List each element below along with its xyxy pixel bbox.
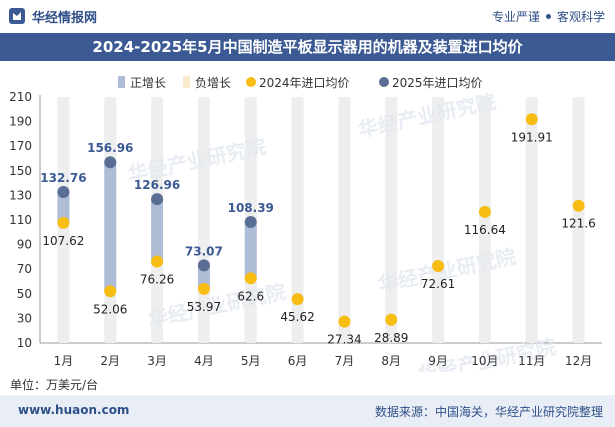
x-tick-label: 11月 (518, 354, 545, 368)
point-2024 (104, 285, 117, 298)
top-bar: 华经情报网 专业严谨 客观科学 (0, 0, 615, 32)
data-label-2025: 156.96 (87, 141, 133, 155)
category-column (572, 97, 585, 343)
y-tick-label: 210 (9, 90, 32, 104)
y-tick-label: 50 (17, 287, 32, 301)
x-tick-label: 8月 (381, 354, 401, 368)
category-column (385, 97, 398, 343)
x-tick-label: 2月 (100, 354, 120, 368)
legend-positive-label: 正增长 (130, 76, 166, 90)
data-label-2024: 28.89 (374, 331, 408, 345)
point-2024 (525, 113, 538, 126)
change-bar (57, 192, 70, 223)
point-2024 (338, 315, 351, 328)
legend-2024-label: 2024年进口均价 (259, 76, 350, 90)
watermark: 华经产业研究院 (356, 89, 498, 142)
legend-positive-swatch (118, 76, 125, 88)
data-label-2024: 52.06 (93, 302, 127, 316)
data-label-2025: 126.96 (134, 178, 180, 192)
data-label-2024: 76.26 (140, 273, 174, 287)
data-source: 数据来源：中国海关，华经产业研究院整理 (374, 405, 603, 419)
data-label-2024: 62.6 (237, 289, 264, 303)
point-2025 (244, 215, 257, 228)
tagline-left: 专业严谨 (491, 10, 540, 24)
x-tick-label: 10月 (471, 354, 498, 368)
data-label-2025: 73.07 (185, 244, 223, 258)
category-column (291, 97, 304, 343)
data-label-2025: 132.76 (40, 171, 86, 185)
tagline: 专业严谨 客观科学 (492, 8, 605, 25)
brand: 华经情报网 (8, 6, 97, 26)
point-2024 (478, 205, 491, 218)
legend-negative-swatch (183, 76, 190, 88)
data-label-2024: 191.91 (511, 130, 553, 144)
y-tick-label: 90 (17, 238, 32, 252)
category-column (478, 97, 491, 343)
y-tick-label: 130 (9, 188, 32, 202)
point-2024 (244, 272, 257, 285)
change-bar (197, 265, 210, 289)
logo-icon (9, 8, 25, 24)
data-label-2024: 27.34 (327, 333, 361, 347)
point-2024 (151, 255, 164, 268)
y-tick-label: 30 (17, 311, 32, 325)
data-label-2024: 45.62 (280, 310, 314, 324)
x-tick-label: 6月 (288, 354, 308, 368)
footer-bar (0, 395, 615, 427)
x-tick-label: 7月 (335, 354, 355, 368)
point-2024 (57, 216, 70, 229)
category-column (432, 97, 445, 343)
site-url[interactable]: www.huaon.com (18, 403, 130, 417)
y-tick-label: 10 (17, 336, 32, 350)
point-2025 (57, 186, 70, 199)
point-2025 (104, 156, 117, 169)
point-2024 (197, 282, 210, 295)
data-label-2024: 53.97 (187, 300, 221, 314)
point-2024 (432, 259, 445, 272)
y-tick-label: 150 (9, 164, 32, 178)
separator-dot-icon (545, 14, 551, 19)
point-2025 (151, 193, 164, 206)
x-tick-label: 4月 (194, 354, 214, 368)
change-bar (151, 199, 164, 262)
chart-title: 2024-2025年5月中国制造平板显示器用的机器及装置进口均价 (0, 33, 615, 61)
legend-2025-swatch (379, 77, 389, 87)
x-tick-label: 9月 (428, 354, 448, 368)
point-2024 (572, 199, 585, 212)
legend-2025-label: 2025年进口均价 (392, 76, 483, 90)
y-tick-label: 110 (9, 213, 32, 227)
y-tick-label: 170 (9, 139, 32, 153)
tagline-right: 客观科学 (556, 10, 605, 24)
data-label-2024: 121.6 (561, 217, 595, 231)
data-label-2024: 107.62 (42, 234, 84, 248)
data-label-2025: 108.39 (228, 201, 274, 215)
point-2025 (197, 259, 210, 272)
data-label-2024: 116.64 (464, 223, 506, 237)
data-label-2024: 72.61 (421, 277, 455, 291)
x-tick-label: 12月 (565, 354, 592, 368)
y-tick-label: 70 (17, 262, 32, 276)
category-column (338, 97, 351, 343)
legend-2024-swatch (246, 77, 256, 87)
unit-label: 单位：万美元/台 (10, 378, 99, 392)
point-2024 (291, 293, 304, 306)
x-tick-label: 5月 (241, 354, 261, 368)
point-2024 (385, 313, 398, 326)
chart: 正增长 负增长 2024年进口均价 2025年进口均价 10 30 50 70 90 110 130… (9, 76, 602, 372)
y-tick-label: 190 (9, 115, 32, 129)
category-column (525, 97, 538, 343)
brand-name: 华经情报网 (32, 10, 98, 26)
legend-negative-label: 负增长 (195, 76, 231, 90)
x-tick-label: 3月 (147, 354, 167, 368)
change-bar (244, 221, 257, 279)
x-tick-label: 1月 (54, 354, 74, 368)
change-bar (104, 162, 117, 292)
